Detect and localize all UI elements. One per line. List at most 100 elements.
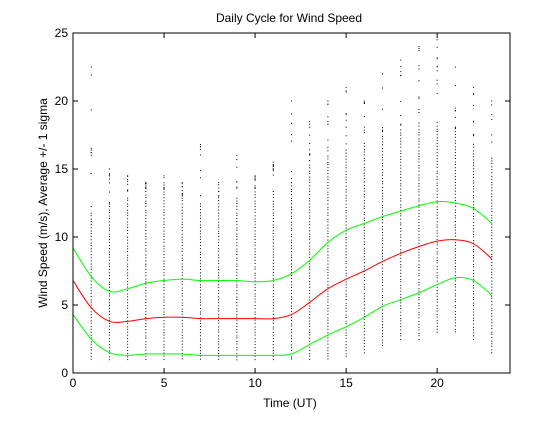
- scatter-point: [272, 269, 274, 271]
- scatter-point: [436, 145, 438, 147]
- scatter-point: [108, 205, 110, 207]
- scatter-point: [382, 195, 384, 197]
- scatter-point: [454, 293, 456, 295]
- scatter-point: [418, 204, 420, 206]
- scatter-point: [436, 331, 438, 333]
- scatter-point: [345, 221, 347, 223]
- scatter-point: [418, 288, 420, 290]
- scatter-point: [108, 352, 110, 354]
- scatter-point: [418, 68, 420, 70]
- scatter-point: [291, 227, 292, 229]
- scatter-point: [400, 284, 402, 286]
- scatter-point: [436, 298, 438, 300]
- scatter-point: [127, 343, 129, 345]
- scatter-point: [309, 223, 311, 225]
- scatter-point: [382, 344, 384, 346]
- scatter-point: [400, 305, 402, 307]
- scatter-point: [236, 242, 238, 244]
- scatter-point: [291, 233, 292, 235]
- scatter-point: [163, 334, 165, 336]
- scatter-point: [272, 338, 274, 340]
- chart-title: Daily Cycle for Wind Speed: [216, 11, 362, 25]
- scatter-point: [327, 317, 329, 319]
- scatter-point: [327, 197, 329, 199]
- scatter-point: [199, 289, 201, 291]
- scatter-point: [382, 148, 384, 150]
- scatter-point: [327, 155, 329, 157]
- scatter-point: [382, 326, 384, 328]
- scatter-point: [363, 241, 365, 243]
- scatter-point: [473, 233, 475, 235]
- scatter-point: [418, 179, 420, 181]
- scatter-point: [218, 268, 220, 270]
- scatter-point: [254, 301, 256, 303]
- scatter-point: [345, 344, 347, 346]
- scatter-point: [218, 263, 220, 265]
- scatter-point: [345, 200, 347, 202]
- scatter-point: [272, 161, 274, 163]
- scatter-point: [108, 290, 110, 292]
- scatter-point: [309, 299, 311, 301]
- scatter-point: [108, 302, 110, 304]
- scatter-point: [108, 224, 110, 226]
- scatter-point: [254, 289, 256, 291]
- scatter-point: [181, 313, 183, 315]
- scatter-point: [363, 295, 365, 297]
- scatter-point: [145, 332, 147, 334]
- scatter-point: [400, 302, 402, 304]
- scatter-point: [400, 222, 402, 224]
- scatter-point: [90, 266, 92, 268]
- scatter-point: [236, 221, 238, 223]
- scatter-point: [345, 245, 347, 247]
- scatter-point: [363, 142, 365, 144]
- scatter-point: [181, 349, 183, 351]
- scatter-point: [272, 174, 274, 176]
- scatter-point: [291, 307, 292, 309]
- scatter-point: [272, 296, 274, 298]
- scatter-point: [127, 203, 129, 205]
- scatter-point: [436, 277, 438, 279]
- scatter-point: [218, 299, 220, 301]
- scatter-point: [382, 324, 384, 326]
- scatter-point: [327, 218, 329, 220]
- scatter-point: [363, 298, 365, 300]
- scatter-point: [291, 287, 292, 289]
- scatter-point: [254, 208, 256, 210]
- scatter-point: [291, 331, 292, 333]
- scatter-point: [454, 136, 456, 138]
- scatter-point: [327, 350, 329, 352]
- scatter-point: [90, 152, 92, 154]
- scatter-point: [309, 317, 311, 319]
- scatter-point: [491, 229, 493, 231]
- x-axis-label: Time (UT): [263, 396, 317, 410]
- scatter-point: [272, 341, 274, 343]
- scatter-point: [309, 283, 311, 285]
- scatter-point: [382, 243, 384, 245]
- scatter-point: [363, 334, 365, 336]
- scatter-point: [254, 272, 256, 274]
- scatter-point: [309, 331, 311, 333]
- scatter-point: [400, 287, 402, 289]
- scatter-point: [181, 346, 183, 348]
- scatter-point: [309, 242, 311, 244]
- scatter-point: [272, 319, 274, 321]
- scatter-point: [345, 152, 347, 154]
- scatter-point: [473, 171, 475, 173]
- scatter-point: [291, 188, 292, 190]
- y-tick-label: 0: [61, 366, 68, 380]
- scatter-column-9: [236, 154, 238, 361]
- scatter-point: [199, 326, 201, 328]
- scatter-point: [418, 314, 420, 316]
- scatter-point: [254, 268, 256, 270]
- scatter-point: [418, 200, 420, 202]
- scatter-point: [309, 256, 311, 258]
- scatter-point: [473, 225, 475, 227]
- scatter-point: [199, 280, 201, 282]
- scatter-point: [236, 353, 238, 355]
- scatter-point: [473, 207, 475, 209]
- scatter-point: [236, 290, 238, 292]
- scatter-point: [127, 199, 129, 201]
- scatter-point: [181, 233, 183, 235]
- scatter-point: [163, 254, 165, 256]
